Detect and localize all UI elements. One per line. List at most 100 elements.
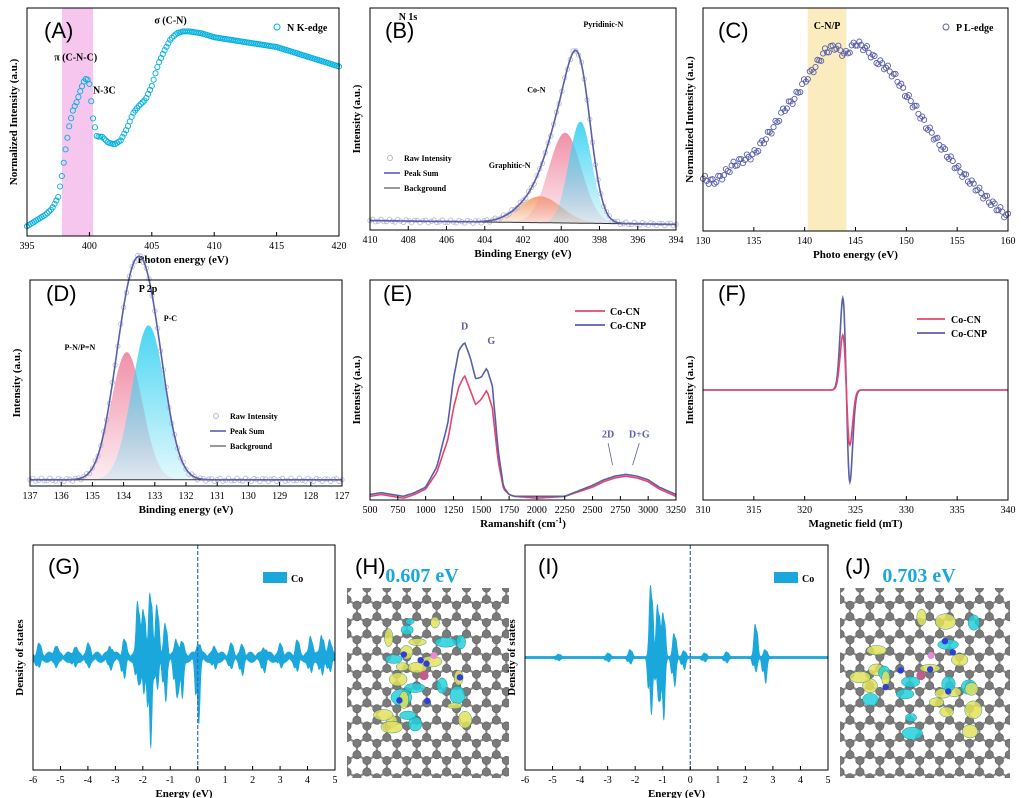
carbon-atom: [1015, 722, 1023, 730]
x-tick-label: 134: [116, 491, 131, 502]
carbon-atom: [945, 600, 955, 610]
carbon-atom: [442, 617, 452, 627]
carbon-atom: [432, 785, 440, 793]
carbon-atom: [965, 785, 973, 793]
data-point: [934, 134, 941, 141]
carbon-atom: [1025, 567, 1030, 575]
charge-density-lobe: [395, 662, 409, 671]
carbon-atom: [1005, 785, 1013, 793]
data-point: [955, 163, 962, 170]
carbon-atom: [333, 705, 341, 713]
carbon-atom: [501, 698, 509, 708]
carbon-atom: [994, 663, 1004, 673]
x-tick-label: -5: [56, 775, 64, 786]
carbon-atom: [481, 732, 491, 742]
x-axis-label: Binding Energy (eV): [474, 248, 572, 260]
carbon-atom: [935, 594, 945, 604]
carbon-atom: [542, 584, 550, 592]
nitrogen-atom: [417, 656, 424, 664]
carbon-atom: [442, 629, 452, 639]
data-point: [976, 184, 983, 191]
carbon-atom: [452, 773, 462, 778]
data-point: [970, 180, 977, 187]
carbon-atom: [522, 584, 530, 592]
carbon-atom: [352, 704, 362, 714]
carbon-atom: [432, 669, 442, 679]
data-point: [66, 123, 73, 130]
carbon-atom: [442, 791, 450, 798]
carbon-atom: [1004, 635, 1010, 645]
carbon-atom: [1004, 646, 1010, 656]
carbon-atom: [462, 732, 472, 742]
carbon-atom: [382, 588, 392, 593]
x-tick-label: -2: [631, 775, 639, 786]
carbon-atom: [994, 732, 1004, 742]
carbon-atom: [840, 652, 845, 662]
carbon-atom: [512, 785, 520, 793]
x-tick-label: 130: [696, 236, 711, 247]
carbon-atom: [532, 774, 540, 782]
carbon-atom: [471, 635, 481, 645]
data-point: [747, 156, 754, 163]
data-point: [701, 172, 708, 179]
x-tick-label: 1: [223, 775, 228, 786]
carbon-atom: [826, 647, 834, 655]
carbon-atom: [482, 791, 490, 798]
carbon-atom: [382, 594, 392, 604]
carbon-atom: [994, 755, 1004, 765]
legend-label: Co-CN: [951, 315, 982, 326]
carbon-atom: [816, 722, 824, 730]
x-tick-label: 5: [826, 775, 831, 786]
carbon-atom: [392, 773, 402, 778]
carbon-atom: [826, 716, 834, 724]
carbon-atom: [865, 715, 875, 725]
data-point: [823, 49, 830, 56]
carbon-atom: [532, 739, 540, 747]
carbon-atom: [491, 669, 501, 679]
carbon-atom: [855, 721, 865, 731]
carbon-atom: [994, 652, 1004, 662]
data-point: [903, 94, 911, 101]
carbon-atom: [422, 629, 432, 639]
data-point: [95, 133, 102, 140]
carbon-atom: [1015, 687, 1023, 695]
carbon-atom: [471, 600, 481, 610]
x-tick-label: 0: [195, 775, 200, 786]
data-point: [863, 43, 870, 50]
carbon-atom: [1004, 612, 1010, 622]
carbon-atom: [362, 663, 372, 673]
carbon-atom: [462, 629, 472, 639]
raw-point: [403, 217, 409, 223]
charge-density-lobe: [399, 710, 417, 720]
carbon-atom: [422, 594, 432, 604]
carbon-atom: [935, 629, 945, 639]
carbon-atom: [362, 652, 372, 662]
legend-bg: Background: [230, 442, 273, 451]
raw-point: [282, 478, 288, 484]
carbon-atom: [1025, 785, 1030, 793]
carbon-atom: [945, 738, 955, 748]
carbon-atom: [542, 722, 550, 730]
x-tick-label: 335: [950, 505, 965, 516]
carbon-atom: [552, 785, 560, 793]
highlight-band: [61, 8, 94, 236]
data-point: [49, 204, 56, 211]
panel-9: 0.703 eV: [816, 565, 1030, 793]
carbon-atom: [905, 646, 915, 656]
data-point: [852, 42, 859, 49]
carbon-atom: [372, 600, 382, 610]
carbon-atom: [845, 738, 855, 748]
data-point: [148, 82, 155, 89]
nitrogen-atom: [926, 666, 934, 673]
carbon-atom: [945, 773, 955, 778]
x-tick-label: 310: [696, 505, 711, 516]
data-point: [91, 124, 98, 131]
carbon-atom: [816, 699, 824, 707]
carbon-atom: [1015, 618, 1023, 626]
annotation: Co-N: [527, 86, 545, 95]
carbon-atom: [372, 646, 382, 656]
carbon-atom: [1015, 768, 1023, 776]
carbon-atom: [816, 756, 824, 764]
carbon-atom: [462, 663, 472, 673]
x-tick-label: 400: [82, 241, 97, 252]
